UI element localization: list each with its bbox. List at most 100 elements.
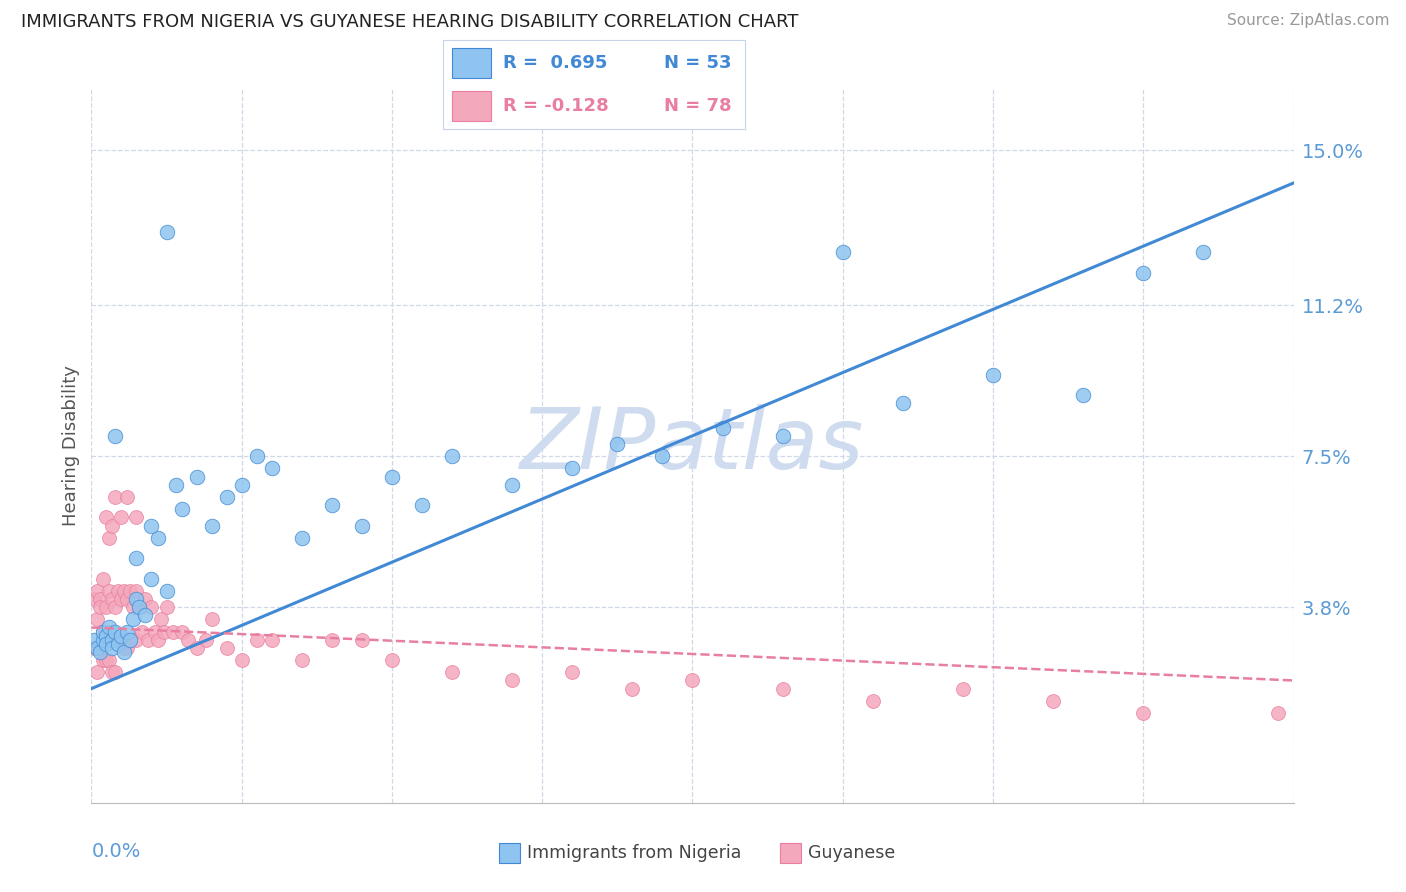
Point bbox=[122, 600, 145, 615]
Point bbox=[440, 665, 463, 680]
Point bbox=[141, 572, 163, 586]
Point bbox=[143, 624, 166, 639]
Point bbox=[125, 551, 148, 566]
Point bbox=[98, 620, 121, 634]
Point bbox=[131, 624, 153, 639]
Text: Guyanese: Guyanese bbox=[808, 844, 896, 862]
Text: ZIPatlas: ZIPatlas bbox=[520, 404, 865, 488]
Point bbox=[1132, 706, 1154, 720]
Point bbox=[104, 632, 127, 647]
Point bbox=[128, 600, 150, 615]
Point bbox=[86, 665, 108, 680]
Point bbox=[260, 461, 283, 475]
Text: IMMIGRANTS FROM NIGERIA VS GUYANESE HEARING DISABILITY CORRELATION CHART: IMMIGRANTS FROM NIGERIA VS GUYANESE HEAR… bbox=[21, 13, 799, 31]
Point bbox=[381, 469, 404, 483]
Point bbox=[120, 632, 142, 647]
Point bbox=[831, 245, 853, 260]
Point bbox=[86, 583, 108, 598]
Point bbox=[117, 490, 139, 504]
Point bbox=[170, 502, 193, 516]
Point bbox=[93, 653, 115, 667]
Point bbox=[155, 225, 177, 239]
Point bbox=[246, 449, 269, 463]
Point bbox=[1042, 694, 1064, 708]
Point bbox=[606, 437, 628, 451]
Point bbox=[96, 629, 118, 643]
Point bbox=[104, 429, 127, 443]
Point bbox=[93, 624, 115, 639]
Point bbox=[107, 637, 129, 651]
Point bbox=[86, 612, 108, 626]
Point bbox=[114, 645, 136, 659]
Point bbox=[231, 653, 253, 667]
Point bbox=[162, 624, 184, 639]
Point bbox=[215, 640, 238, 655]
Point bbox=[93, 572, 115, 586]
Text: N = 53: N = 53 bbox=[664, 54, 731, 72]
Point bbox=[104, 600, 127, 615]
Point bbox=[83, 591, 105, 606]
Point bbox=[114, 583, 136, 598]
Point bbox=[246, 632, 269, 647]
Point bbox=[561, 461, 583, 475]
Point bbox=[711, 420, 734, 434]
Point bbox=[862, 694, 884, 708]
Point bbox=[350, 632, 373, 647]
Point bbox=[104, 490, 127, 504]
Point bbox=[93, 632, 115, 647]
Point bbox=[321, 632, 343, 647]
Point bbox=[561, 665, 583, 680]
Point bbox=[83, 632, 105, 647]
Point bbox=[96, 600, 118, 615]
Point bbox=[101, 591, 124, 606]
Point bbox=[621, 681, 644, 696]
Point bbox=[98, 583, 121, 598]
Point bbox=[170, 624, 193, 639]
Point bbox=[110, 629, 132, 643]
Point bbox=[321, 498, 343, 512]
Point bbox=[651, 449, 673, 463]
Point bbox=[96, 510, 118, 524]
Point bbox=[89, 645, 111, 659]
Text: 0.0%: 0.0% bbox=[91, 842, 141, 861]
Point bbox=[110, 632, 132, 647]
Point bbox=[120, 583, 142, 598]
Point bbox=[141, 518, 163, 533]
Point bbox=[125, 591, 148, 606]
Point bbox=[981, 368, 1004, 382]
Point bbox=[101, 518, 124, 533]
Point bbox=[83, 640, 105, 655]
Point bbox=[215, 490, 238, 504]
Point bbox=[201, 518, 224, 533]
Point bbox=[117, 640, 139, 655]
Point bbox=[101, 665, 124, 680]
Point bbox=[772, 681, 794, 696]
Point bbox=[96, 637, 118, 651]
Point bbox=[194, 632, 217, 647]
Point bbox=[89, 591, 111, 606]
Point bbox=[891, 396, 914, 410]
Point bbox=[114, 640, 136, 655]
Point bbox=[86, 640, 108, 655]
Point bbox=[772, 429, 794, 443]
Point bbox=[1071, 388, 1094, 402]
Point bbox=[381, 653, 404, 667]
Point bbox=[1192, 245, 1215, 260]
Point bbox=[1267, 706, 1289, 720]
Point bbox=[122, 612, 145, 626]
Point bbox=[110, 591, 132, 606]
Point bbox=[440, 449, 463, 463]
Text: R = -0.128: R = -0.128 bbox=[503, 97, 609, 115]
Point bbox=[291, 531, 314, 545]
Point bbox=[501, 477, 523, 491]
Point bbox=[186, 469, 208, 483]
Y-axis label: Hearing Disability: Hearing Disability bbox=[62, 366, 80, 526]
Point bbox=[134, 591, 156, 606]
Text: N = 78: N = 78 bbox=[664, 97, 731, 115]
Point bbox=[104, 624, 127, 639]
Point bbox=[501, 673, 523, 688]
Point bbox=[138, 632, 160, 647]
Point bbox=[89, 600, 111, 615]
Point bbox=[952, 681, 974, 696]
Point bbox=[155, 600, 177, 615]
